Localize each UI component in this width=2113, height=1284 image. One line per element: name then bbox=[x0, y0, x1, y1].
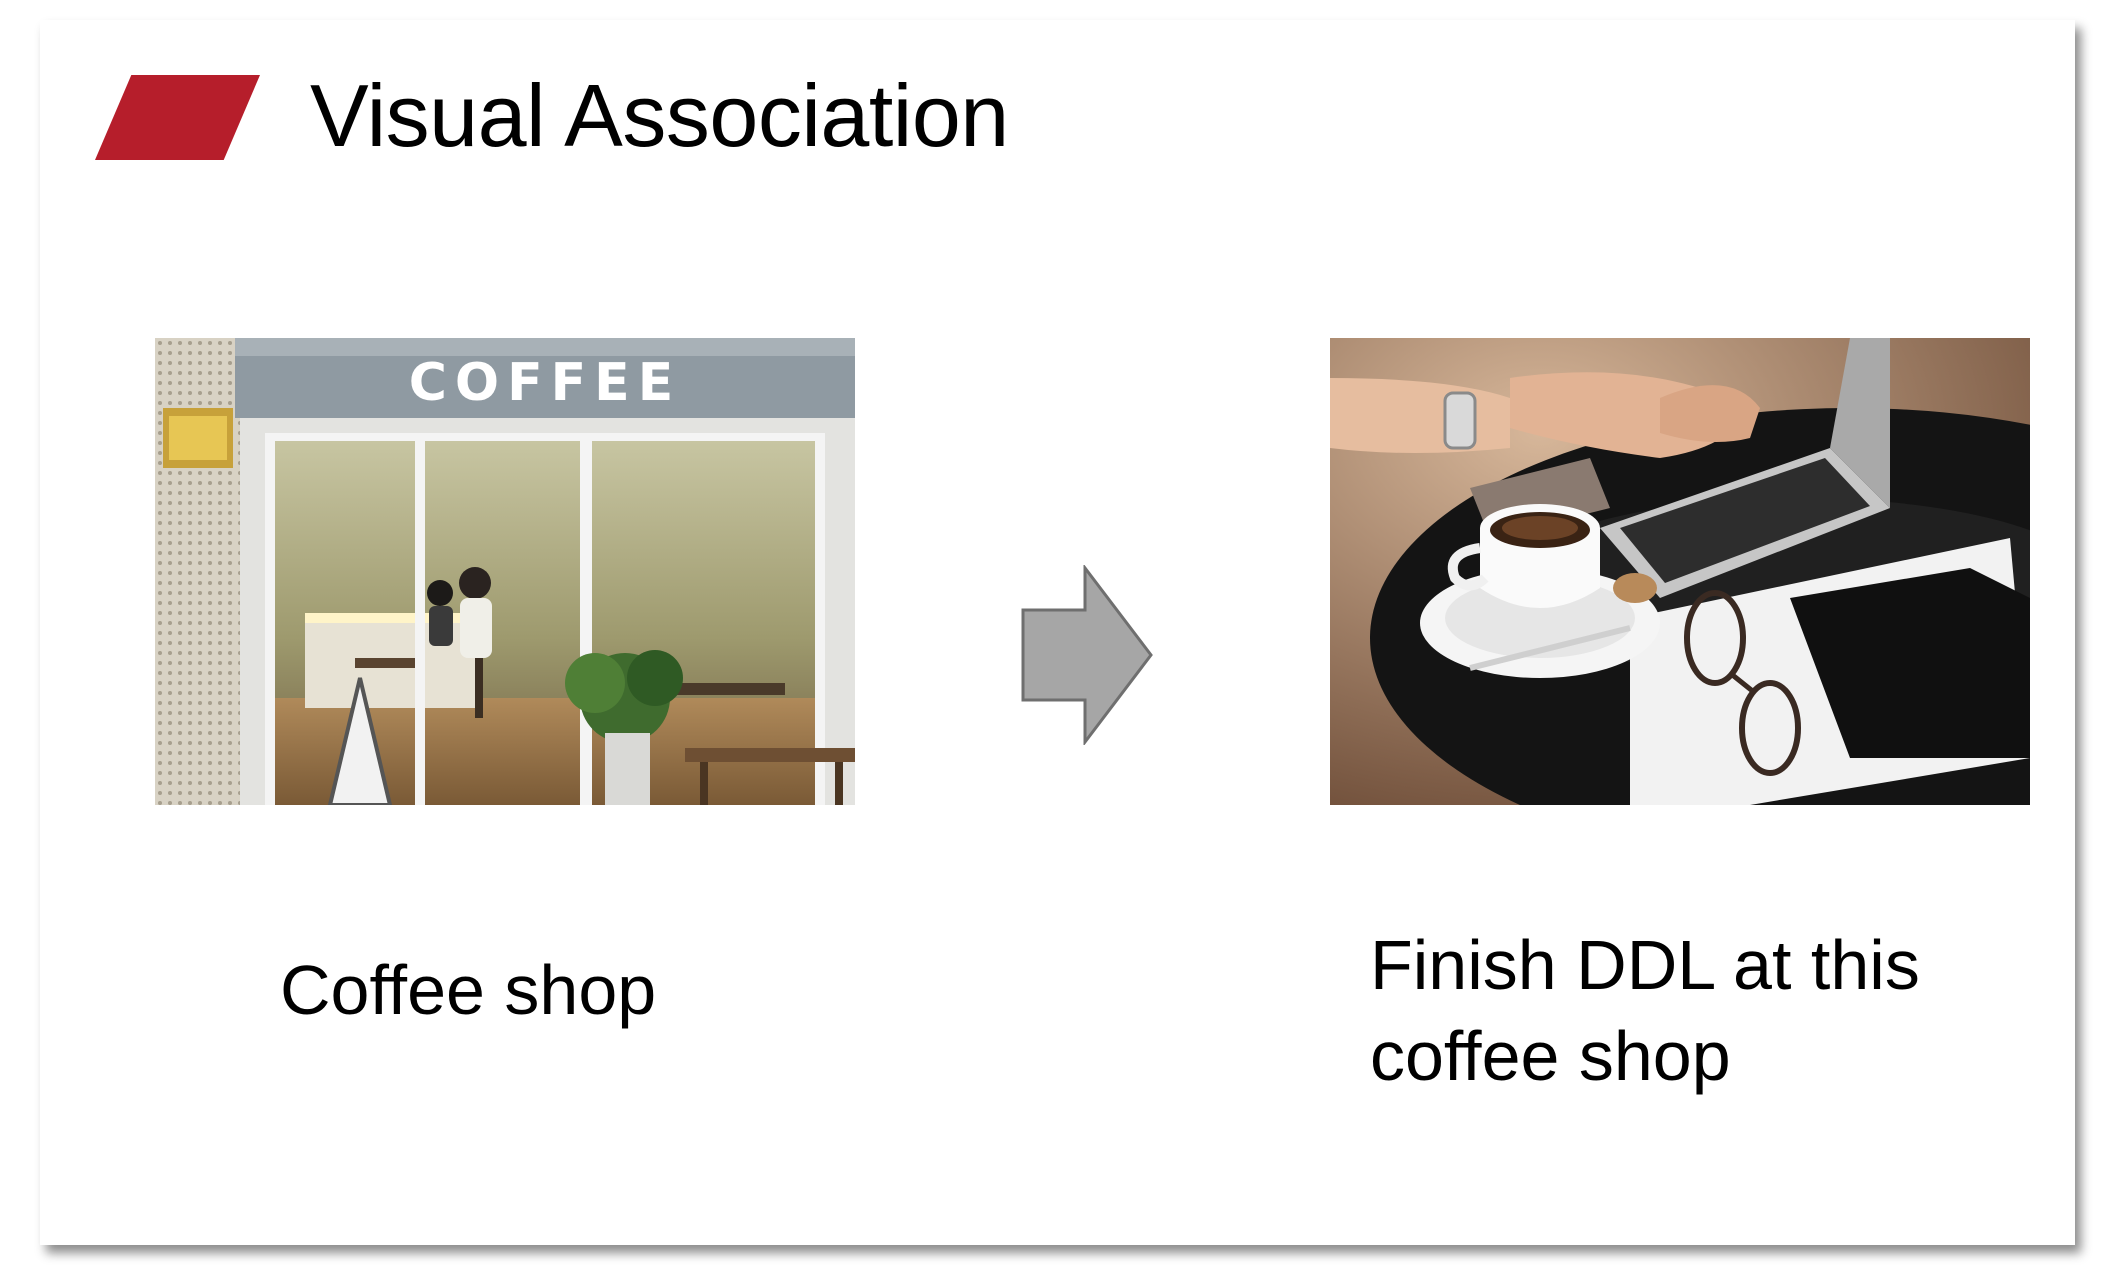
right-caption: Finish DDL at this coffee shop bbox=[1370, 926, 1920, 1095]
laptop-coffee-photo bbox=[1330, 338, 2030, 805]
coffee-sign-text: COFFEE bbox=[409, 353, 681, 413]
right-arrow-icon bbox=[1020, 565, 1155, 745]
coffee-shop-illustration: COFFEE bbox=[155, 338, 855, 805]
left-caption: Coffee shop bbox=[280, 951, 657, 1029]
title-accent-shape bbox=[95, 75, 260, 160]
slide: Visual Association bbox=[40, 20, 2075, 1245]
arrow-shape bbox=[1021, 565, 1153, 745]
slide-title: Visual Association bbox=[310, 66, 1009, 165]
laptop-coffee-illustration bbox=[1330, 338, 2030, 805]
coffee-shop-photo: COFFEE bbox=[155, 338, 855, 805]
